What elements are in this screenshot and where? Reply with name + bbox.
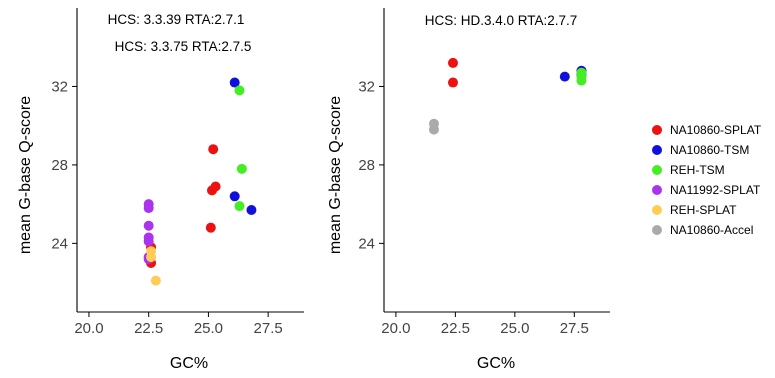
panel-left-point-na10860-tsm bbox=[246, 205, 257, 216]
legend-item-reh-splat: REH-SPLAT bbox=[652, 203, 737, 217]
panel-left-point-reh-tsm bbox=[234, 85, 245, 96]
panel-left-annotation-1: HCS: 3.3.39 RTA:2.7.1 bbox=[108, 12, 245, 27]
legend-marker bbox=[652, 125, 662, 135]
legend-label: NA10860-SPLAT bbox=[670, 123, 762, 137]
panel-left-point-na10860-splat bbox=[205, 222, 216, 233]
panel-right-y-tick-label: 28 bbox=[358, 157, 375, 174]
panel-left-point-na11992-splat bbox=[143, 220, 154, 231]
legend-item-reh-tsm: REH-TSM bbox=[652, 163, 725, 177]
panel-right-x-axis-title: GC% bbox=[477, 355, 515, 372]
panel-right-x-tick-label: 27.5 bbox=[560, 320, 589, 337]
panel-right-y-axis-title: mean G-base Q-score bbox=[327, 96, 344, 254]
panel-left-y-tick-label: 28 bbox=[51, 157, 68, 174]
panel-left-point-na10860-splat bbox=[208, 144, 219, 155]
panel-right: HCS: HD.3.4.0 RTA:2.7.7 mean G-base Q-sc… bbox=[327, 8, 610, 372]
legend-label: NA10860-TSM bbox=[670, 143, 749, 157]
panel-right-y-tick-label: 24 bbox=[358, 235, 375, 252]
panel-left-x-tick-label: 25.0 bbox=[194, 320, 223, 337]
panel-left-point-reh-tsm bbox=[236, 163, 247, 174]
legend-label: REH-SPLAT bbox=[670, 203, 737, 217]
panel-right-point-na10860-accel bbox=[428, 124, 439, 135]
legend-item-na10860-splat: NA10860-SPLAT bbox=[652, 123, 762, 137]
panel-left-x-tick-label: 22.5 bbox=[134, 320, 163, 337]
panel-left-x-tick-label: 20.0 bbox=[74, 320, 103, 337]
legend-marker bbox=[652, 225, 662, 235]
panel-right-point-na10860-tsm bbox=[559, 71, 570, 82]
panel-left-x-tick-label: 27.5 bbox=[254, 320, 283, 337]
legend-item-na10860-accel: NA10860-Accel bbox=[652, 223, 753, 237]
panel-left-point-na10860-tsm bbox=[229, 77, 240, 88]
panel-right-point-reh-tsm bbox=[576, 75, 587, 86]
panel-left-point-na10860-tsm bbox=[229, 191, 240, 202]
panel-right-point-na10860-splat bbox=[447, 57, 458, 68]
panel-left-x-axis-title: GC% bbox=[170, 355, 208, 372]
panel-left-plot-area: 20.0 22.5 25.0 27.5 24 28 32 bbox=[51, 8, 304, 337]
legend: NA10860-SPLAT NA10860-TSM REH-TSM NA11992-S… bbox=[652, 123, 762, 237]
legend-label: NA10860-Accel bbox=[670, 223, 753, 237]
panel-right-point-na10860-splat bbox=[447, 77, 458, 88]
panel-left-y-axis-title: mean G-base Q-score bbox=[17, 96, 34, 254]
panel-left-point-na11992-splat bbox=[143, 203, 154, 214]
panel-left-y-tick-label: 32 bbox=[51, 78, 68, 95]
legend-marker bbox=[652, 145, 662, 155]
legend-label: NA11992-SPLAT bbox=[670, 183, 761, 197]
panel-right-plot-area: 20.0 22.5 25.0 27.5 24 28 32 bbox=[358, 8, 610, 337]
legend-item-na11992-splat: NA11992-SPLAT bbox=[652, 183, 761, 197]
panel-left-y-tick-label: 24 bbox=[51, 235, 68, 252]
panel-left-point-reh-splat bbox=[150, 275, 161, 286]
panel-left-point-reh-tsm bbox=[234, 201, 245, 212]
panel-right-y-tick-label: 32 bbox=[358, 78, 375, 95]
panel-right-x-tick-label: 20.0 bbox=[381, 320, 410, 337]
panel-left: HCS: 3.3.39 RTA:2.7.1 HCS: 3.3.75 RTA:2.… bbox=[17, 8, 304, 372]
panel-right-x-tick-label: 25.0 bbox=[500, 320, 529, 337]
panel-left-point-reh-splat bbox=[146, 252, 157, 263]
legend-marker bbox=[652, 165, 662, 175]
legend-marker bbox=[652, 185, 662, 195]
legend-marker bbox=[652, 205, 662, 215]
panel-left-point-na11992-splat bbox=[143, 236, 154, 247]
panel-right-annotation-1: HCS: HD.3.4.0 RTA:2.7.7 bbox=[425, 13, 578, 28]
panel-right-x-tick-label: 22.5 bbox=[441, 320, 470, 337]
panel-left-point-na10860-splat bbox=[210, 181, 221, 192]
legend-item-na10860-tsm: NA10860-TSM bbox=[652, 143, 749, 157]
legend-label: REH-TSM bbox=[670, 163, 725, 177]
panel-left-annotation-2: HCS: 3.3.75 RTA:2.7.5 bbox=[115, 39, 252, 54]
